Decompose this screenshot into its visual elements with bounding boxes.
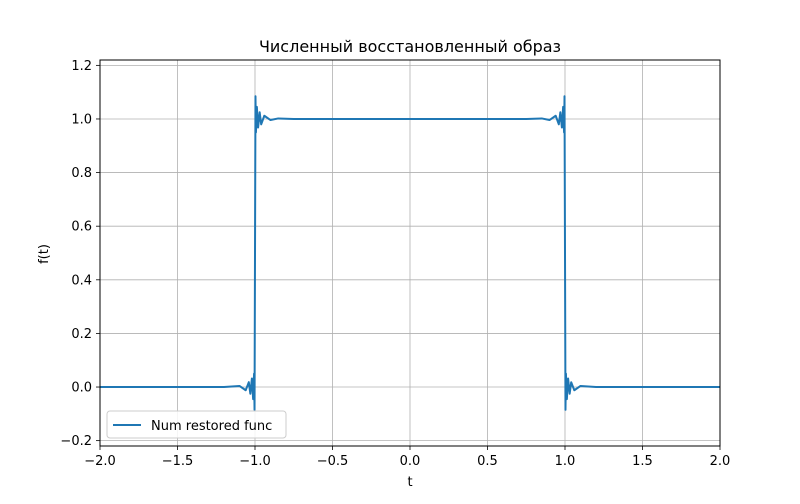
x-tick-label: 2.0: [710, 454, 731, 469]
series-line: [100, 95, 720, 411]
series-layer: [100, 95, 720, 411]
y-tick-label: 0.0: [71, 381, 92, 396]
x-axis-label: t: [407, 475, 412, 490]
y-tick-label: 0.2: [71, 327, 92, 342]
y-tick-label: −0.2: [60, 434, 92, 449]
x-tick-label: −1.0: [239, 454, 271, 469]
x-tick-label: 0.0: [400, 454, 421, 469]
x-tick-label: 1.5: [632, 454, 653, 469]
y-tick-label: 1.2: [71, 59, 92, 74]
legend: Num restored func: [106, 410, 287, 439]
y-tick-label: 0.6: [71, 220, 92, 235]
chart-title: Численный восстановленный образ: [259, 37, 561, 56]
y-tick-label: 0.4: [71, 273, 92, 288]
x-tick-label: −0.5: [317, 454, 349, 469]
x-tick-label: 0.5: [477, 454, 498, 469]
x-tick-label: −1.5: [162, 454, 194, 469]
legend-label: Num restored func: [151, 419, 272, 434]
x-tick-label: −2.0: [84, 454, 116, 469]
y-axis-label: f(t): [37, 244, 52, 264]
tick-layer: −2.0 −1.5 −1.0 −0.5 0.0 0.5 1.0 1.5 2.0 −0.2 0.0 0.…: [60, 59, 730, 469]
x-tick-label: 1.0: [555, 454, 576, 469]
y-tick-label: 0.8: [71, 166, 92, 181]
legend-box: [106, 410, 287, 439]
y-tick-label: 1.0: [71, 112, 92, 127]
